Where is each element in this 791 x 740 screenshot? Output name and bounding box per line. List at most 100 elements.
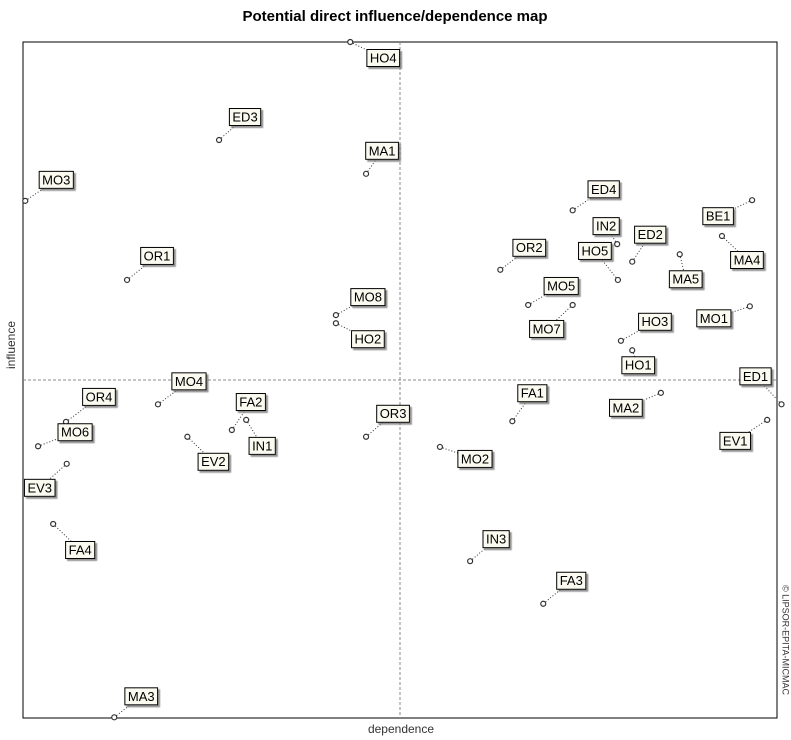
label-box bbox=[543, 276, 579, 295]
label-box bbox=[38, 170, 74, 189]
point-label: MO6 bbox=[61, 425, 89, 440]
point-label: FA4 bbox=[69, 542, 92, 557]
leader-line bbox=[620, 321, 656, 342]
point bbox=[184, 433, 191, 440]
point bbox=[154, 401, 162, 408]
point-label: HO2 bbox=[355, 332, 382, 347]
point-label-group: MO4 bbox=[171, 372, 207, 391]
label-box bbox=[124, 687, 159, 706]
y-axis-title: influence bbox=[4, 321, 18, 369]
label-box bbox=[512, 238, 547, 257]
leader-line bbox=[572, 188, 604, 211]
point bbox=[332, 320, 340, 327]
point bbox=[569, 301, 576, 309]
label-box bbox=[592, 217, 620, 236]
point-label-group: OR1 bbox=[140, 246, 174, 265]
leader-line bbox=[527, 285, 562, 306]
point-label-group: FA3 bbox=[556, 571, 587, 590]
point-label: MO8 bbox=[354, 290, 382, 305]
point-label: MA2 bbox=[613, 400, 640, 415]
point bbox=[629, 347, 636, 354]
point bbox=[540, 600, 547, 607]
point-label: FA2 bbox=[239, 394, 262, 409]
point bbox=[657, 389, 664, 396]
point-label: EV1 bbox=[723, 433, 748, 448]
point-label-group: MA5 bbox=[668, 270, 703, 289]
point-label: OR2 bbox=[516, 240, 543, 255]
point bbox=[123, 276, 131, 284]
point-label-group: FA1 bbox=[517, 384, 548, 403]
point-label-group: BE1 bbox=[702, 207, 734, 226]
point bbox=[111, 714, 118, 721]
point bbox=[22, 197, 29, 204]
point-label: MO5 bbox=[547, 278, 575, 293]
point-label: BE1 bbox=[706, 209, 731, 224]
point bbox=[764, 416, 771, 423]
point-label: HO4 bbox=[370, 50, 397, 65]
leader-line bbox=[625, 392, 662, 409]
label-box bbox=[696, 309, 732, 328]
point-label-group: MO2 bbox=[457, 449, 493, 468]
point-label: MA1 bbox=[369, 143, 396, 158]
label-box bbox=[228, 108, 262, 127]
point bbox=[614, 276, 622, 284]
point-label: IN3 bbox=[486, 532, 506, 547]
point bbox=[749, 197, 756, 204]
point-label: MA4 bbox=[734, 252, 761, 267]
point-label-group: FA4 bbox=[65, 540, 96, 559]
point-label-group: HO5 bbox=[578, 241, 612, 260]
point-label: MO3 bbox=[42, 172, 70, 187]
point bbox=[467, 558, 474, 565]
point-label-group: IN2 bbox=[592, 217, 620, 236]
point-label: ED1 bbox=[743, 369, 768, 384]
point bbox=[497, 266, 504, 273]
point-label-group: OR2 bbox=[512, 238, 547, 257]
label-box bbox=[140, 246, 174, 265]
point bbox=[347, 38, 354, 46]
point-label: MA5 bbox=[672, 272, 699, 287]
label-box bbox=[638, 312, 672, 331]
label-box bbox=[65, 540, 96, 559]
point-label: MO1 bbox=[700, 311, 728, 326]
label-box bbox=[248, 436, 276, 455]
point-label-group: EV1 bbox=[719, 431, 751, 450]
label-box bbox=[171, 372, 207, 391]
point-label-group: MO6 bbox=[57, 423, 93, 442]
point-label-group: HO2 bbox=[351, 330, 385, 349]
point-label: FA1 bbox=[521, 386, 544, 401]
point bbox=[676, 251, 683, 258]
point-label-group: MA4 bbox=[730, 251, 764, 270]
point bbox=[746, 303, 753, 310]
point bbox=[215, 136, 223, 144]
point bbox=[34, 443, 42, 450]
point-label: MA3 bbox=[128, 689, 155, 704]
point-label: MO4 bbox=[175, 374, 203, 389]
label-box bbox=[82, 387, 116, 406]
point-label: OR1 bbox=[144, 248, 171, 263]
label-box bbox=[702, 207, 734, 226]
label-box bbox=[197, 452, 230, 471]
label-box bbox=[457, 449, 493, 468]
label-box bbox=[23, 478, 56, 497]
point-label-group: MO8 bbox=[350, 288, 386, 307]
point-label: EV2 bbox=[201, 454, 226, 469]
x-axis-title: dependence bbox=[368, 722, 434, 736]
point bbox=[629, 258, 636, 265]
point-label-group: ED1 bbox=[739, 367, 772, 386]
point-label-group: HO3 bbox=[638, 312, 672, 331]
chart-title: Potential direct influence/dependence ma… bbox=[242, 8, 547, 25]
label-box bbox=[351, 330, 385, 349]
point-label-group: FA2 bbox=[235, 393, 266, 412]
point-label-group: MO5 bbox=[543, 276, 579, 295]
leader-line bbox=[157, 380, 190, 405]
point-label: HO3 bbox=[642, 314, 669, 329]
point-label-group: MA1 bbox=[365, 141, 399, 160]
point bbox=[63, 460, 70, 467]
point-label-group: EV2 bbox=[197, 452, 230, 471]
point-label-group: HO1 bbox=[621, 356, 656, 375]
leader-line bbox=[717, 199, 753, 217]
point-label: EV3 bbox=[27, 480, 52, 495]
point-label: MO7 bbox=[533, 321, 561, 336]
label-box bbox=[482, 530, 510, 549]
leader-line bbox=[52, 523, 81, 551]
